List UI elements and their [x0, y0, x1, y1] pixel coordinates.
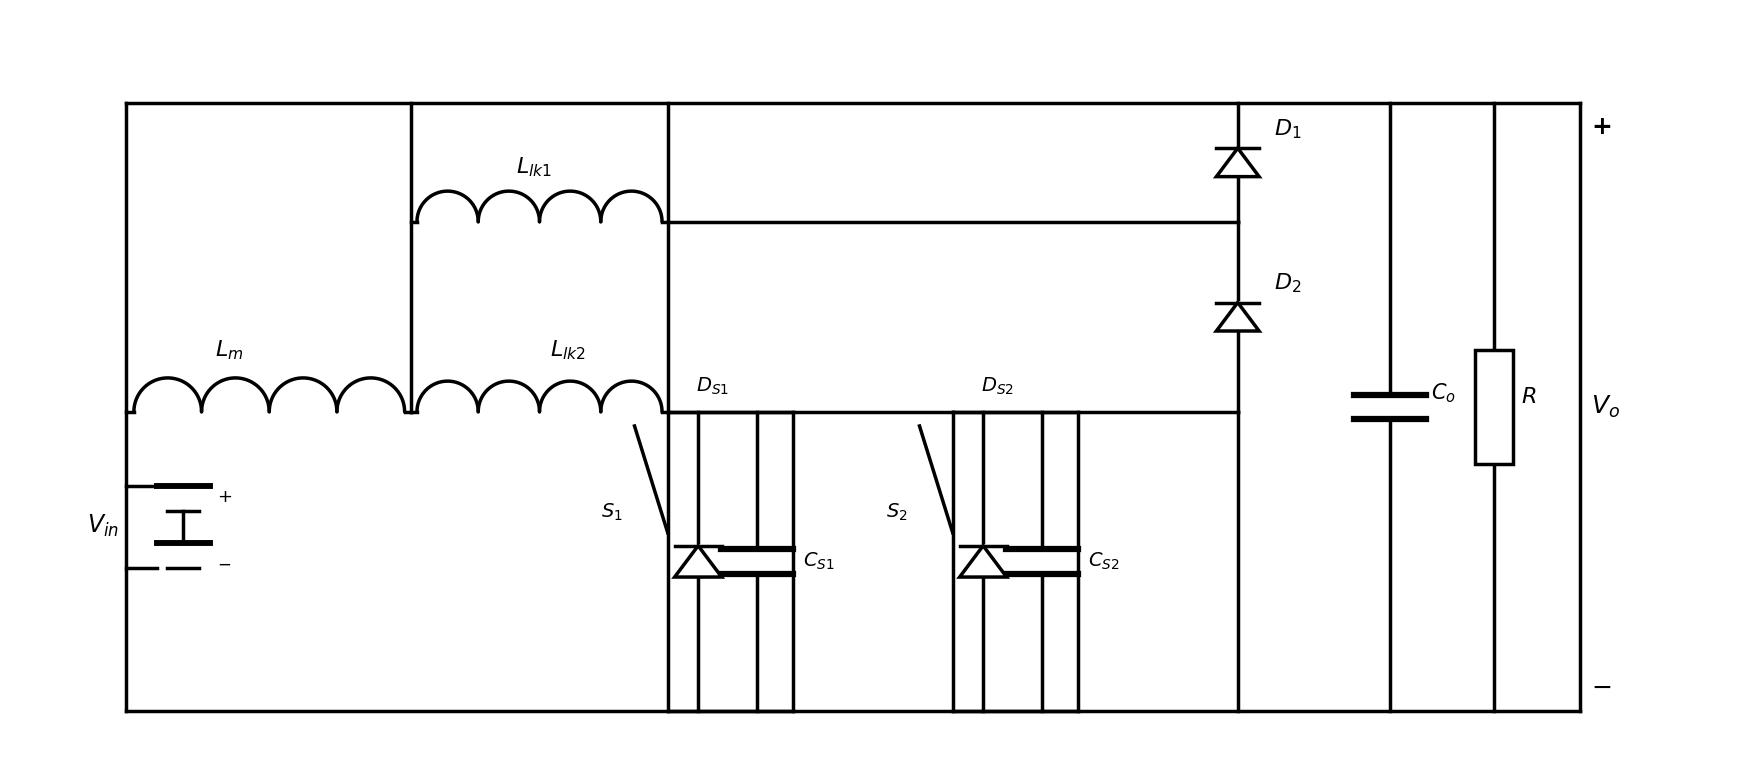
Polygon shape [675, 546, 722, 577]
Text: $C_{S1}$: $C_{S1}$ [802, 551, 834, 572]
Text: $-$: $-$ [1591, 675, 1611, 699]
Polygon shape [959, 546, 1006, 577]
Text: $V_{in}$: $V_{in}$ [87, 513, 119, 539]
Text: $D_1$: $D_1$ [1273, 117, 1301, 141]
Text: $D_2$: $D_2$ [1273, 272, 1301, 296]
Text: +: + [218, 488, 232, 506]
Text: $D_{S1}$: $D_{S1}$ [696, 376, 729, 397]
Text: $S_1$: $S_1$ [602, 501, 623, 522]
Text: $S_2$: $S_2$ [886, 501, 909, 522]
Polygon shape [1216, 148, 1259, 177]
Text: +: + [1591, 115, 1611, 139]
Text: $L_{lk2}$: $L_{lk2}$ [549, 339, 586, 362]
Text: $C_o$: $C_o$ [1430, 381, 1456, 404]
Text: $L_{lk1}$: $L_{lk1}$ [516, 155, 551, 179]
Text: $L_m$: $L_m$ [215, 339, 244, 362]
Text: $R$: $R$ [1521, 386, 1536, 408]
Text: $-$: $-$ [218, 555, 232, 573]
Text: $D_{S2}$: $D_{S2}$ [980, 376, 1013, 397]
Polygon shape [1216, 303, 1259, 331]
Bar [1475, 350, 1514, 464]
Text: $C_{S2}$: $C_{S2}$ [1088, 551, 1120, 572]
Text: $V_o$: $V_o$ [1591, 394, 1620, 420]
